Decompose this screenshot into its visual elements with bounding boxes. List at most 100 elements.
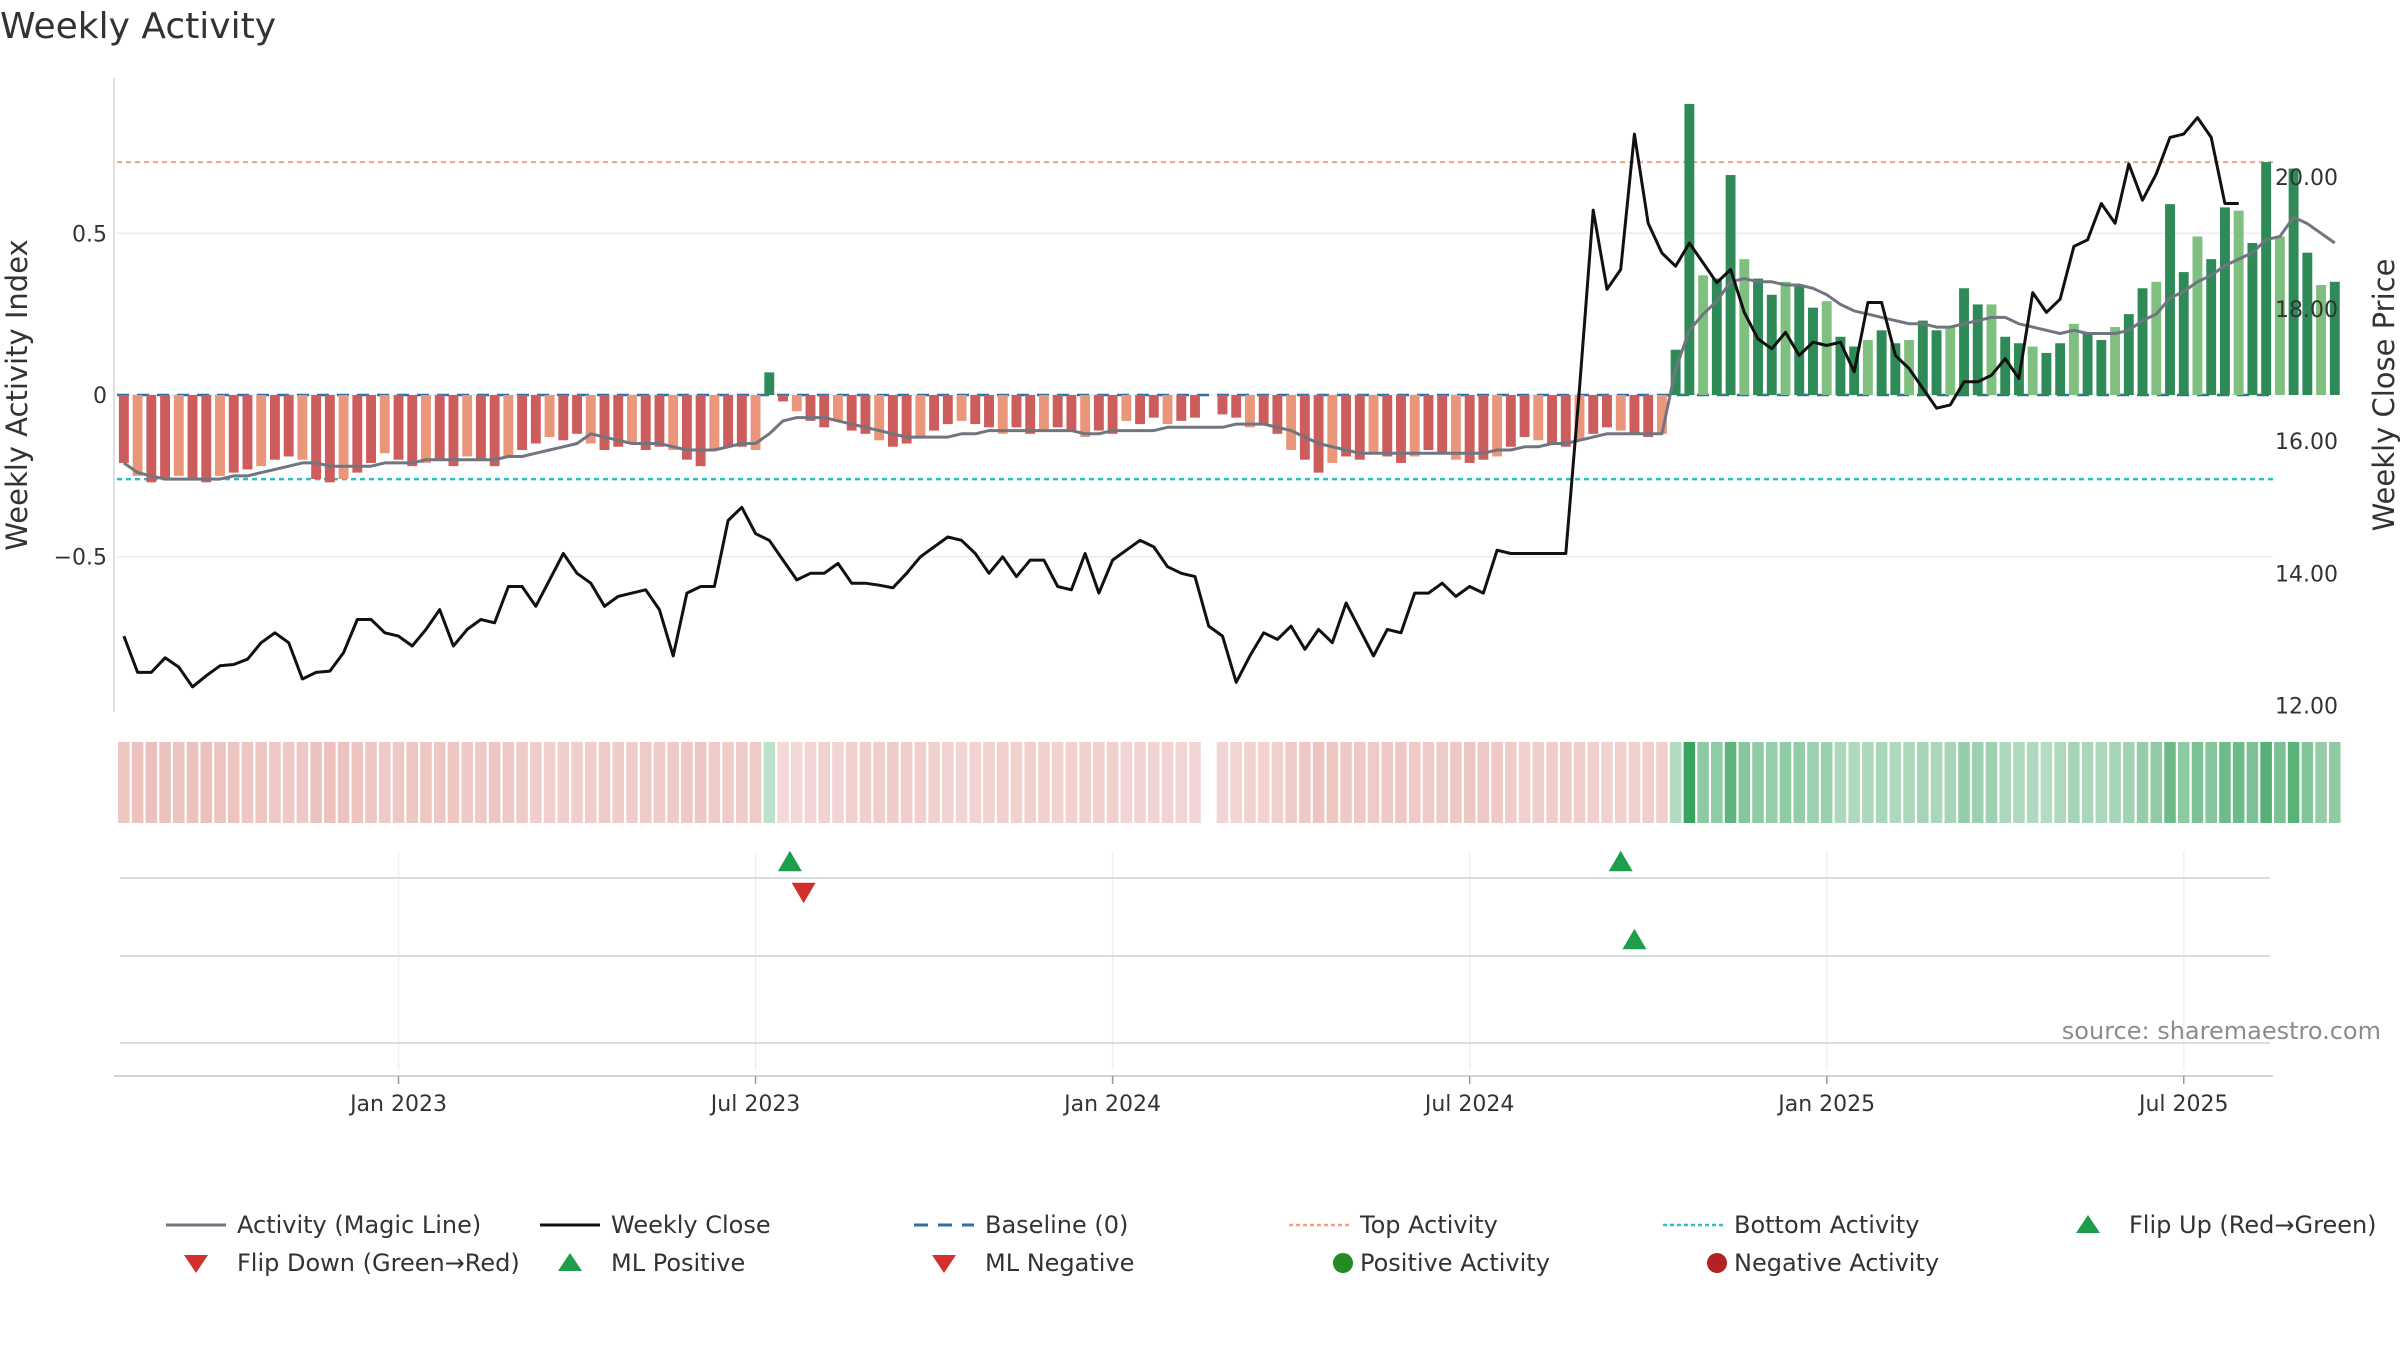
x-tick-label: Jul 2025 xyxy=(2137,1092,2229,1117)
activity-bar-negative xyxy=(585,395,596,444)
activity-bar-negative xyxy=(681,395,692,460)
heat-cell-negative xyxy=(1312,742,1325,823)
heat-cell-positive xyxy=(2136,742,2149,823)
heat-cell-negative xyxy=(1216,742,1229,823)
heat-cell-negative xyxy=(1354,742,1366,823)
activity-bar-positive xyxy=(1739,259,1750,395)
heat-cell-positive xyxy=(1917,742,1929,823)
heat-cell-positive xyxy=(1903,742,1915,823)
heat-cell-negative xyxy=(914,742,927,823)
y-axis-label: Weekly Activity Index xyxy=(0,239,34,550)
activity-bar-positive xyxy=(2329,281,2340,395)
x-tick-label: Jan 2024 xyxy=(1062,1092,1161,1117)
legend-label: Bottom Activity xyxy=(1734,1211,1919,1239)
activity-bar-negative xyxy=(489,395,500,467)
heat-cell-negative xyxy=(969,742,982,823)
heat-cell-positive xyxy=(1697,742,1709,823)
activity-bar-positive xyxy=(2068,323,2079,395)
heat-cell-negative xyxy=(379,742,391,823)
ml-positive-marker xyxy=(1608,850,1633,872)
activity-bar-positive xyxy=(2123,314,2134,395)
heat-cell-negative xyxy=(928,742,940,823)
activity-bar-negative xyxy=(613,395,624,447)
heat-cell-negative xyxy=(475,742,487,823)
heat-cell-negative xyxy=(1477,742,1490,823)
heat-cell-positive xyxy=(2054,742,2066,823)
activity-bar-negative xyxy=(1629,395,1640,434)
heat-cell-positive xyxy=(1999,742,2011,823)
heat-cell-negative xyxy=(337,742,350,823)
x-tick-label: Jul 2024 xyxy=(1423,1092,1515,1117)
heat-cell-negative xyxy=(1093,742,1105,823)
heat-cell-negative xyxy=(996,742,1009,823)
heat-cell-negative xyxy=(1614,742,1627,823)
heat-cell-positive xyxy=(1958,742,1970,823)
activity-bar-positive xyxy=(2233,210,2244,395)
heat-cell-negative xyxy=(722,742,734,823)
activity-bar-negative xyxy=(819,395,830,428)
legend-item: ML Negative xyxy=(932,1249,1134,1277)
left-axis: −0.5 0 0.5 xyxy=(54,222,107,570)
activity-bar-negative xyxy=(1258,395,1269,425)
legend-label: Flip Up (Red→Green) xyxy=(2129,1211,2377,1239)
activity-bar-positive xyxy=(1835,336,1846,395)
activity-bar-negative xyxy=(1643,395,1654,438)
y2-tick-label: 18.00 xyxy=(2275,298,2338,323)
heat-cell-positive xyxy=(1765,742,1778,823)
heat-cell-negative xyxy=(818,742,830,823)
activity-bar-negative xyxy=(1135,395,1146,425)
heat-cell-positive xyxy=(1669,742,1682,823)
activity-bar-negative xyxy=(1190,395,1200,418)
activity-bar-negative xyxy=(215,395,225,476)
heat-cell-negative xyxy=(1422,742,1435,823)
weekly-close-group xyxy=(122,116,2239,689)
activity-bar-negative xyxy=(1382,395,1393,457)
legend-item: Top Activity xyxy=(1289,1211,1498,1239)
y-tick-label: 0.5 xyxy=(72,222,107,247)
activity-bar-negative xyxy=(338,395,349,480)
activity-bar-negative xyxy=(599,395,610,450)
activity-bar-negative xyxy=(1162,395,1173,425)
activity-bar-negative xyxy=(462,395,473,457)
heat-cell-negative xyxy=(530,742,542,823)
activity-bar-negative xyxy=(118,395,129,463)
activity-bar-positive xyxy=(1945,327,1956,395)
heat-cell-positive xyxy=(1875,742,1888,823)
heat-cell-negative xyxy=(1340,742,1352,823)
activity-bar-negative xyxy=(1656,395,1667,434)
activity-bar-positive xyxy=(2219,207,2230,395)
heat-cell-negative xyxy=(667,742,679,823)
heat-cell-negative xyxy=(777,742,789,823)
legend-item: Activity (Magic Line) xyxy=(166,1211,481,1239)
heat-cell-negative xyxy=(1408,742,1421,823)
legend-label: Weekly Close xyxy=(611,1211,771,1239)
activity-bar-positive xyxy=(2178,272,2189,395)
heat-cell-negative xyxy=(1134,742,1146,823)
magic-line-group xyxy=(123,215,2336,481)
heat-cell-negative xyxy=(173,742,185,823)
activity-bar-negative xyxy=(1217,395,1228,415)
heat-cell-negative xyxy=(1271,742,1284,823)
heat-cell-positive xyxy=(2081,742,2094,823)
heat-cell-negative xyxy=(351,742,364,823)
activity-bar-negative xyxy=(503,395,514,457)
heat-cell-negative xyxy=(1175,742,1188,823)
right-axis: 12.00 14.00 16.00 18.00 20.00 xyxy=(2275,166,2338,719)
legend-item: ML Positive xyxy=(558,1249,745,1277)
activity-bar-positive xyxy=(1972,304,1983,395)
legend-label: Activity (Magic Line) xyxy=(237,1211,481,1239)
activity-bar-negative xyxy=(1368,395,1379,454)
heat-cell-negative xyxy=(1367,742,1380,823)
activity-bar-negative xyxy=(311,395,322,480)
heat-cell-positive xyxy=(1724,742,1737,823)
heat-cell-positive xyxy=(2191,742,2204,823)
heat-cell-negative xyxy=(887,742,899,823)
heat-cell-negative xyxy=(1381,742,1394,823)
heat-cell-negative xyxy=(1436,742,1448,823)
activity-bar-positive xyxy=(2261,162,2272,395)
heat-cell-positive xyxy=(1779,742,1792,823)
activity-bar-negative xyxy=(146,395,157,483)
activity-bar-negative xyxy=(1148,395,1159,418)
activity-bar-negative xyxy=(1093,395,1104,431)
